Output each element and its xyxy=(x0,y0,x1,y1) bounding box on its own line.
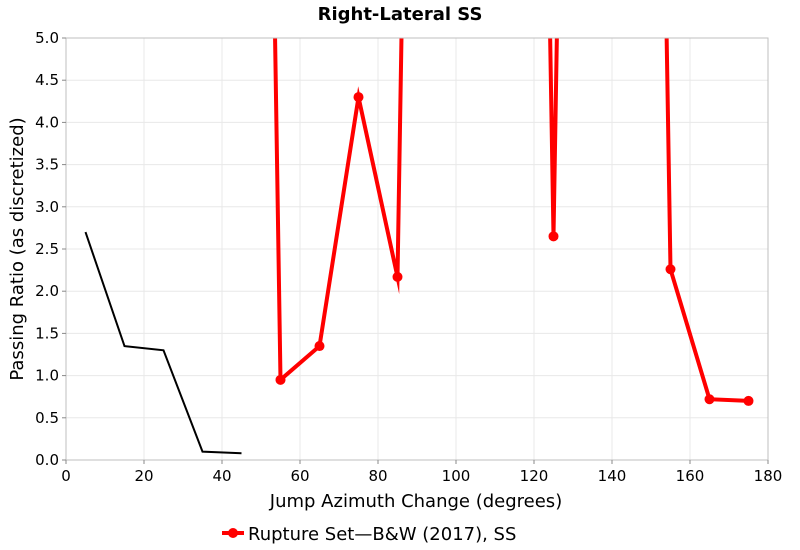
data-point xyxy=(314,341,325,352)
data-point xyxy=(548,231,559,242)
y-tick-label: 4.0 xyxy=(35,113,59,131)
x-tick-label: 180 xyxy=(754,467,783,485)
legend-label: Rupture Set—B&W (2017), SS xyxy=(248,524,516,545)
x-axis-label: Jump Azimuth Change (degrees) xyxy=(269,491,562,512)
legend-marker xyxy=(228,528,238,538)
y-tick-label: 3.0 xyxy=(35,198,59,216)
x-tick-label: 140 xyxy=(598,467,627,485)
y-tick-label: 3.5 xyxy=(35,156,59,174)
series-line-0 xyxy=(84,231,242,455)
y-tick-label: 0.0 xyxy=(35,451,59,469)
data-point xyxy=(665,264,676,275)
data-point xyxy=(353,92,364,103)
data-point xyxy=(704,394,715,405)
data-point xyxy=(743,395,754,406)
y-tick-label: 1.5 xyxy=(35,324,59,342)
chart-title: Right-Lateral SS xyxy=(318,4,483,25)
x-tick-label: 0 xyxy=(61,467,71,485)
x-tick-label: 100 xyxy=(442,467,471,485)
x-tick-label: 20 xyxy=(134,467,153,485)
x-tick-label: 120 xyxy=(520,467,549,485)
tick-labels: 0 20 40 60 80 100 120 140 160 180 0.0 0.5 1.0 1.5 2.0 2… xyxy=(35,29,782,485)
y-tick-label: 2.5 xyxy=(35,240,59,258)
data-point xyxy=(392,271,403,282)
x-tick-label: 80 xyxy=(368,467,387,485)
y-tick-label: 4.5 xyxy=(35,71,59,89)
legend: Rupture Set—B&W (2017), SS xyxy=(222,524,516,545)
data-point xyxy=(275,374,286,385)
y-tick-label: 1.0 xyxy=(35,367,59,385)
series-layer xyxy=(84,38,754,455)
axes xyxy=(62,37,769,464)
x-tick-label: 60 xyxy=(290,467,309,485)
y-tick-label: 2.0 xyxy=(35,282,59,300)
x-tick-label: 160 xyxy=(676,467,705,485)
x-tick-label: 40 xyxy=(212,467,231,485)
series-line-1 xyxy=(273,38,749,403)
y-tick-label: 0.5 xyxy=(35,409,59,427)
y-axis-label: Passing Ratio (as discretized) xyxy=(7,117,28,380)
y-tick-label: 5.0 xyxy=(35,29,59,47)
